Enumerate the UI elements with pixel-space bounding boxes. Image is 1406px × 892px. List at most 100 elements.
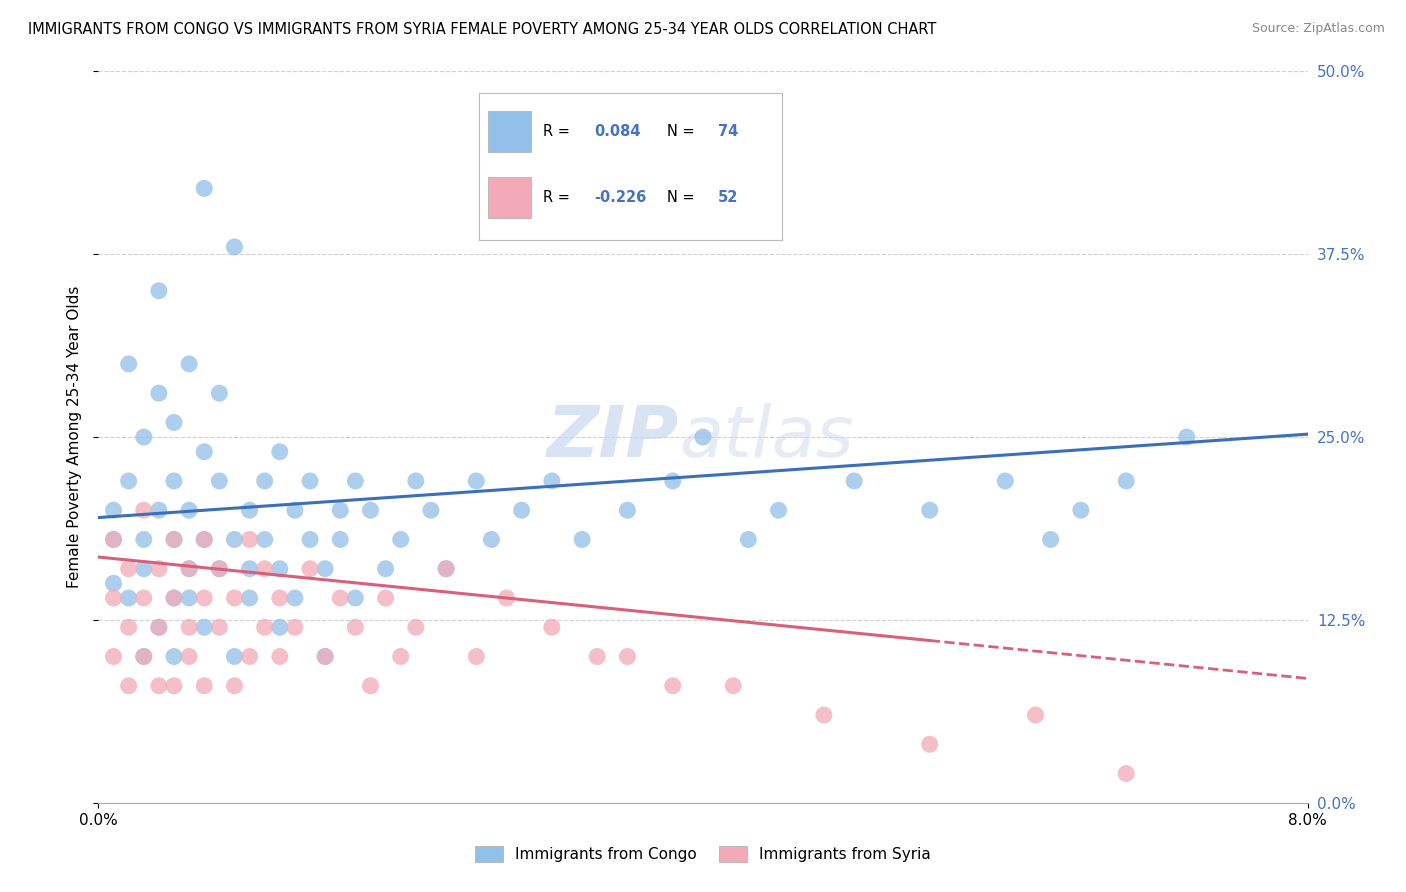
Point xyxy=(193,444,215,458)
Point xyxy=(616,503,638,517)
Point xyxy=(1025,708,1047,723)
Point xyxy=(179,562,201,576)
Point xyxy=(239,503,262,517)
Text: ZIP: ZIP xyxy=(547,402,679,472)
Point xyxy=(284,591,307,605)
Point xyxy=(661,474,683,488)
Point xyxy=(1115,474,1137,488)
Point xyxy=(1175,430,1198,444)
Point xyxy=(118,474,141,488)
Point xyxy=(253,562,276,576)
Legend: Immigrants from Congo, Immigrants from Syria: Immigrants from Congo, Immigrants from S… xyxy=(470,840,936,868)
Point xyxy=(465,649,488,664)
Point xyxy=(723,679,745,693)
Point xyxy=(103,591,125,605)
Point xyxy=(208,386,231,401)
Point xyxy=(314,562,336,576)
Point xyxy=(132,562,155,576)
Point xyxy=(616,649,638,664)
Point xyxy=(224,533,246,547)
Point xyxy=(132,430,155,444)
Point xyxy=(360,503,382,517)
Point xyxy=(692,430,714,444)
Point xyxy=(737,533,759,547)
Point xyxy=(329,591,352,605)
Point xyxy=(148,386,170,401)
Point xyxy=(389,649,412,664)
Point xyxy=(103,533,125,547)
Point xyxy=(314,649,336,664)
Point xyxy=(405,474,427,488)
Point xyxy=(434,562,457,576)
Point xyxy=(148,284,170,298)
Point xyxy=(224,240,246,254)
Point xyxy=(269,649,291,664)
Point xyxy=(163,474,186,488)
Point xyxy=(224,679,246,693)
Point xyxy=(844,474,866,488)
Point xyxy=(344,620,367,634)
Point xyxy=(148,620,170,634)
Point xyxy=(540,474,562,488)
Point xyxy=(103,649,125,664)
Point xyxy=(132,649,155,664)
Point xyxy=(118,591,141,605)
Point xyxy=(193,533,215,547)
Point xyxy=(253,474,276,488)
Point xyxy=(374,562,396,576)
Point xyxy=(148,679,170,693)
Point xyxy=(132,533,155,547)
Point xyxy=(481,533,503,547)
Point xyxy=(118,562,141,576)
Point xyxy=(193,591,215,605)
Point xyxy=(344,474,367,488)
Point xyxy=(179,357,201,371)
Point xyxy=(224,649,246,664)
Point xyxy=(586,649,609,664)
Point xyxy=(148,503,170,517)
Text: Source: ZipAtlas.com: Source: ZipAtlas.com xyxy=(1251,22,1385,36)
Point xyxy=(103,503,125,517)
Point xyxy=(163,591,186,605)
Point xyxy=(465,474,488,488)
Point xyxy=(163,591,186,605)
Point xyxy=(208,474,231,488)
Point xyxy=(132,503,155,517)
Point xyxy=(661,679,683,693)
Point xyxy=(360,679,382,693)
Point xyxy=(193,181,215,195)
Point xyxy=(918,737,941,751)
Point xyxy=(148,562,170,576)
Point xyxy=(163,649,186,664)
Point xyxy=(420,503,443,517)
Point xyxy=(179,591,201,605)
Point xyxy=(132,591,155,605)
Point xyxy=(179,620,201,634)
Point xyxy=(269,444,291,458)
Point xyxy=(179,649,201,664)
Point xyxy=(434,562,457,576)
Point xyxy=(118,679,141,693)
Point xyxy=(253,533,276,547)
Point xyxy=(1115,766,1137,780)
Point xyxy=(103,576,125,591)
Point xyxy=(299,533,322,547)
Point xyxy=(253,620,276,634)
Point xyxy=(118,357,141,371)
Text: IMMIGRANTS FROM CONGO VS IMMIGRANTS FROM SYRIA FEMALE POVERTY AMONG 25-34 YEAR O: IMMIGRANTS FROM CONGO VS IMMIGRANTS FROM… xyxy=(28,22,936,37)
Point xyxy=(314,649,336,664)
Point xyxy=(344,591,367,605)
Point xyxy=(269,562,291,576)
Point xyxy=(768,503,790,517)
Point xyxy=(813,708,835,723)
Point xyxy=(179,503,201,517)
Point xyxy=(994,474,1017,488)
Point xyxy=(163,416,186,430)
Point xyxy=(269,620,291,634)
Point xyxy=(329,533,352,547)
Point xyxy=(284,503,307,517)
Point xyxy=(239,562,262,576)
Point xyxy=(239,649,262,664)
Text: atlas: atlas xyxy=(679,402,853,472)
Point xyxy=(540,620,562,634)
